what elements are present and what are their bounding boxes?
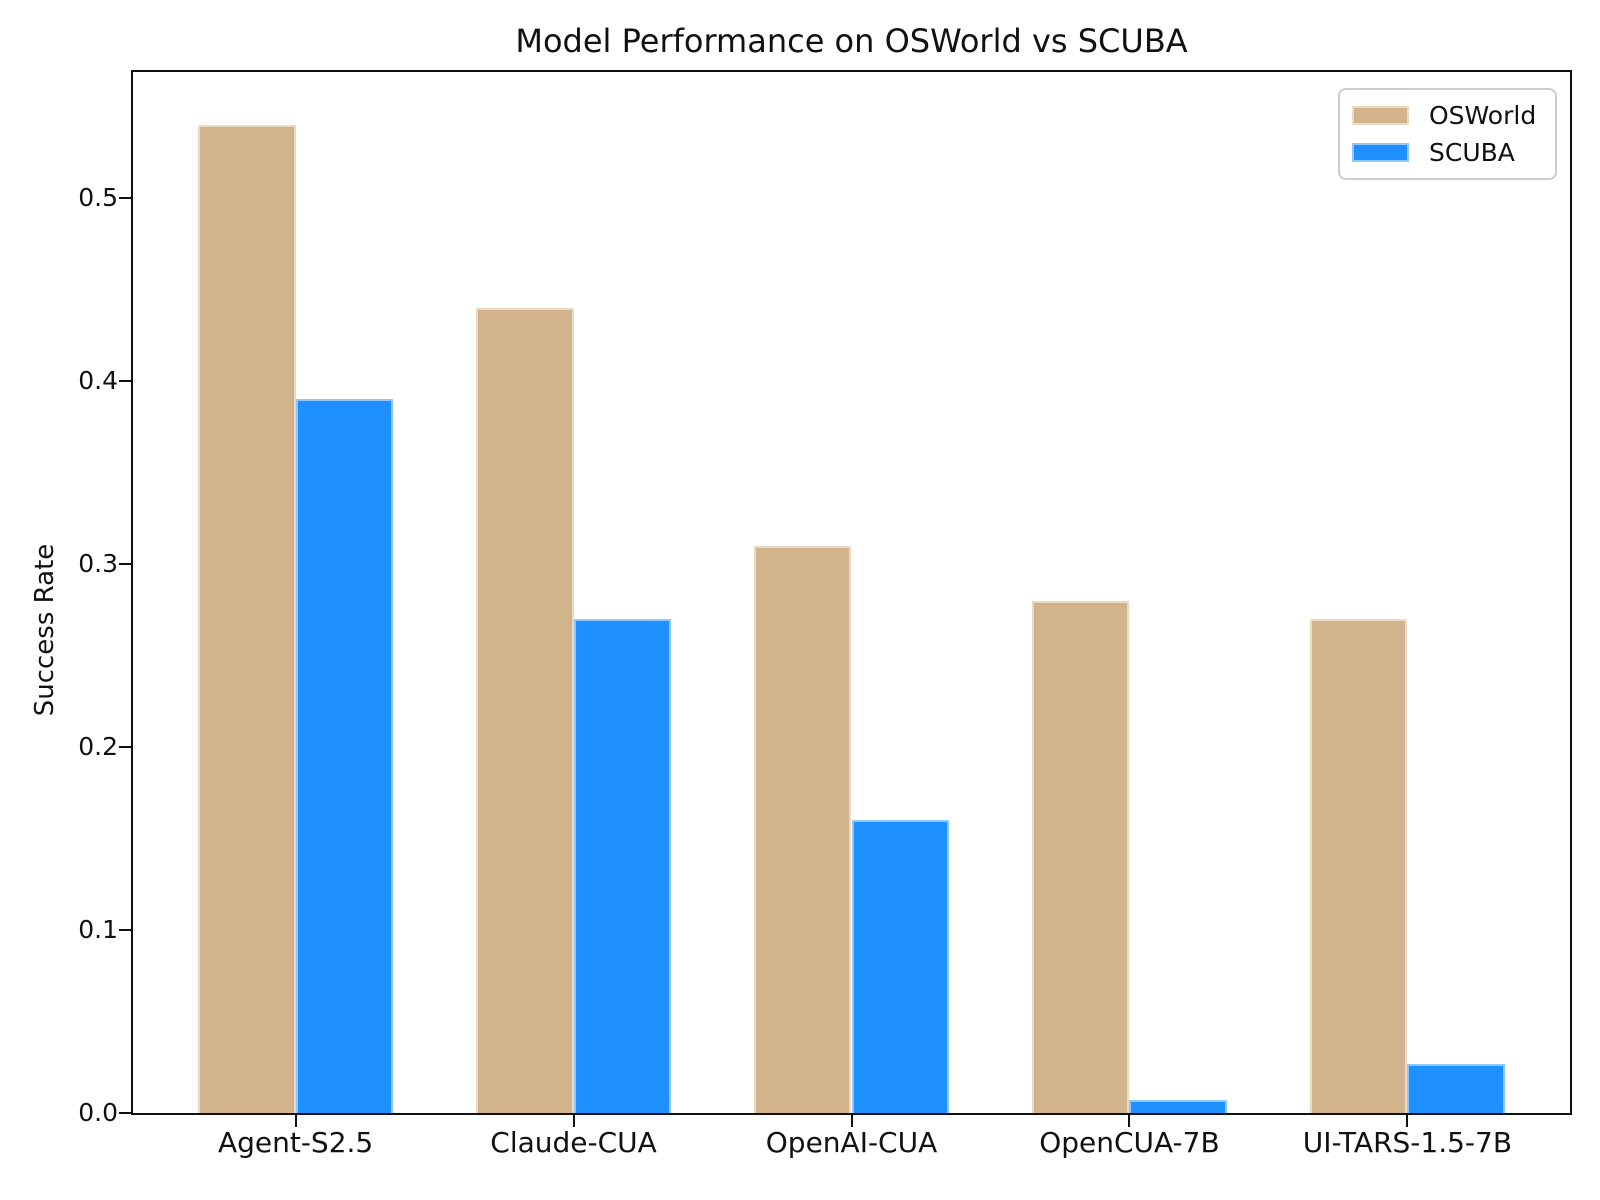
y-tick-label: 0.3	[78, 549, 118, 579]
x-tick-label-opencua-7b: OpenCUA-7B	[1039, 1126, 1220, 1159]
bar-scuba-opencua-7b	[1129, 1100, 1227, 1113]
legend: OSWorld SCUBA	[1338, 88, 1557, 180]
chart-title: Model Performance on OSWorld vs SCUBA	[515, 22, 1188, 60]
x-tick	[850, 1115, 853, 1127]
y-tick	[119, 563, 131, 566]
bar-osworld-openai-cua	[754, 545, 852, 1113]
bar-osworld-ui-tars-1-5-7b	[1310, 619, 1408, 1113]
y-tick	[119, 929, 131, 932]
y-tick	[119, 746, 131, 749]
bar-scuba-openai-cua	[851, 820, 949, 1113]
y-tick-label: 0.2	[78, 732, 118, 762]
legend-row-osworld: OSWorld	[1352, 97, 1543, 134]
bar-osworld-claude-cua	[476, 308, 574, 1113]
y-tick-label: 0.0	[78, 1098, 118, 1127]
x-tick	[572, 1115, 575, 1127]
legend-row-scuba: SCUBA	[1352, 134, 1543, 171]
bar-scuba-claude-cua	[573, 619, 671, 1113]
y-tick	[119, 1112, 131, 1114]
x-tick-label-agent-s2-5: Agent-S2.5	[217, 1126, 374, 1159]
bar-osworld-agent-s2-5	[198, 125, 296, 1113]
x-tick	[1128, 1115, 1131, 1127]
x-tick	[294, 1115, 297, 1127]
y-tick-label: 0.4	[78, 366, 118, 396]
bar-osworld-opencua-7b	[1032, 600, 1130, 1113]
y-tick-label: 0.1	[78, 915, 118, 945]
x-tick-label-ui-tars-1-5-7b: UI-TARS-1.5-7B	[1302, 1126, 1513, 1159]
y-tick	[119, 380, 131, 383]
y-tick-label: 0.5	[78, 183, 118, 213]
legend-label-osworld: OSWorld	[1429, 101, 1537, 130]
x-tick-label-claude-cua: Claude-CUA	[490, 1126, 657, 1159]
bar-scuba-agent-s2-5	[295, 399, 393, 1113]
x-tick-label-openai-cua: OpenAI-CUA	[765, 1126, 938, 1159]
x-tick	[1406, 1115, 1409, 1127]
bar-scuba-ui-tars-1-5-7b	[1407, 1063, 1505, 1113]
y-tick	[119, 197, 131, 200]
legend-label-scuba: SCUBA	[1429, 138, 1515, 167]
legend-swatch-osworld	[1352, 106, 1409, 125]
legend-swatch-scuba	[1352, 143, 1409, 162]
